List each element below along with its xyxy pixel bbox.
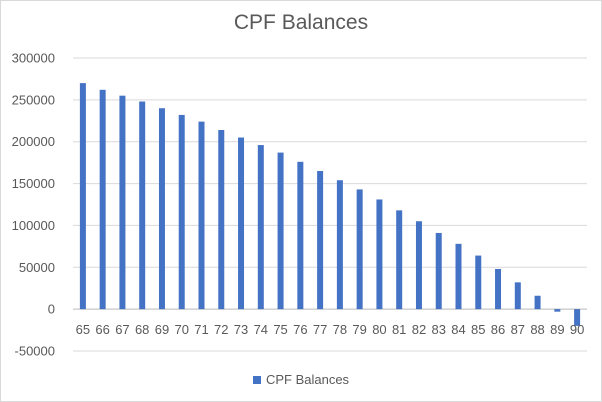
x-tick-label: 69 [155,322,169,337]
x-tick-label: 78 [333,322,347,337]
legend-swatch [252,376,261,384]
bars [79,83,581,326]
bar [238,137,245,310]
x-tick-label: 68 [135,322,149,337]
x-tick-label: 82 [412,322,426,337]
x-tick-label: 85 [471,322,485,337]
bar [356,189,363,310]
x-tick-label: 86 [491,322,505,337]
bar [415,221,422,310]
x-tick-label: 66 [95,322,109,337]
bar [396,210,403,310]
y-tick-label: 50000 [19,260,55,275]
bar [257,145,264,310]
bar [574,309,581,326]
x-tick-label: 70 [174,322,188,337]
bar [99,89,106,310]
bar [514,282,521,310]
y-tick-label: 0 [48,302,55,317]
x-axis-labels: 65 66 67 68 69 70 71 72 73 74 75 76 77 78 79 80 81 82 83 84… [76,322,585,337]
bar [336,180,343,310]
y-axis-labels: -50000 0 50000 100000 150000 200000 250000 3000… [12,51,55,359]
legend: CPF Balances [1,372,601,387]
x-tick-label: 87 [511,322,525,337]
gridlines [73,57,587,352]
bar [317,171,324,310]
x-tick-label: 75 [273,322,287,337]
x-tick-label: 65 [76,322,90,337]
x-tick-label: 90 [570,322,584,337]
bar [139,101,146,310]
x-tick-label: 73 [234,322,248,337]
y-tick-label: 150000 [12,176,55,191]
bar [119,95,126,310]
x-tick-label: 83 [431,322,445,337]
legend-label: CPF Balances [265,372,350,387]
bar [79,83,86,310]
x-tick-label: 89 [550,322,564,337]
x-tick-label: 88 [530,322,544,337]
bar [455,243,462,310]
bar [376,199,383,310]
bar [218,129,225,310]
x-tick-label: 79 [352,322,366,337]
x-tick-label: 67 [115,322,129,337]
bar [277,152,284,310]
y-tick-label: 300000 [12,51,55,66]
bar [158,108,165,310]
bar [178,114,185,310]
x-tick-label: 77 [313,322,327,337]
x-tick-label: 76 [293,322,307,337]
y-tick-label: 100000 [12,218,55,233]
bar [534,295,541,310]
bar [297,161,304,310]
y-tick-label: 200000 [12,134,55,149]
x-tick-label: 71 [194,322,208,337]
y-tick-label: -50000 [15,344,55,359]
bar [495,268,502,310]
x-tick-label: 72 [214,322,228,337]
x-tick-label: 74 [254,322,268,337]
x-tick-label: 84 [451,322,465,337]
y-tick-label: 250000 [12,92,55,107]
x-tick-label: 80 [372,322,386,337]
chart-title: CPF Balances [233,11,369,34]
bar [435,232,442,310]
bar [554,309,561,312]
bar [198,121,205,310]
bar [475,255,482,310]
x-tick-label: 81 [392,322,406,337]
